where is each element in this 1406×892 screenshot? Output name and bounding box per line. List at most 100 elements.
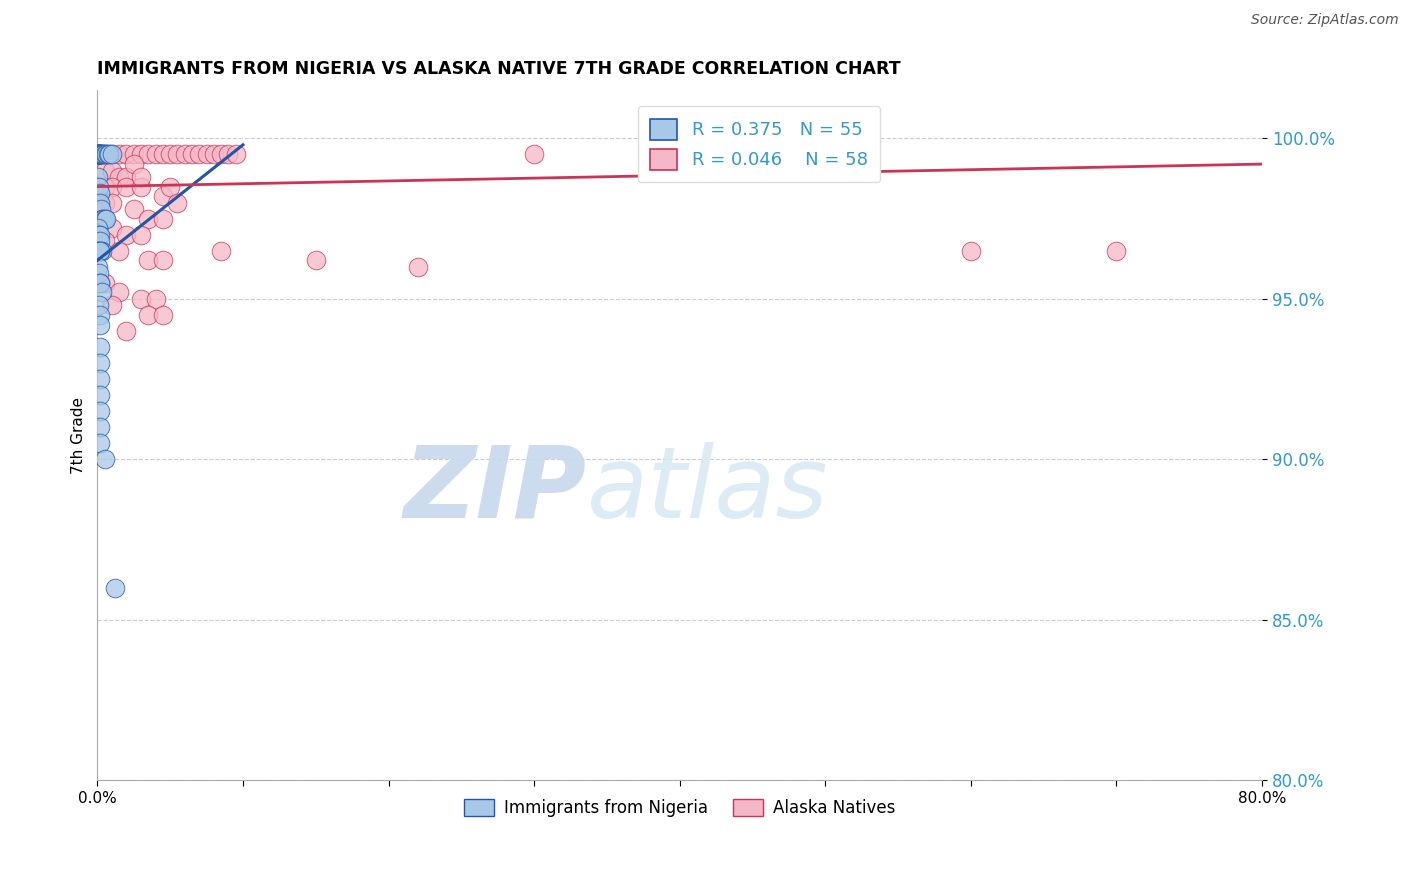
Point xyxy=(108,285,131,300)
Point xyxy=(89,147,111,161)
Point xyxy=(87,147,110,161)
Point xyxy=(90,202,112,216)
Point xyxy=(87,221,110,235)
Point xyxy=(94,147,117,161)
Point xyxy=(1105,244,1128,258)
Point xyxy=(93,147,115,161)
Point xyxy=(87,147,110,161)
Point xyxy=(89,244,111,258)
Point xyxy=(96,147,118,161)
Point xyxy=(89,308,111,322)
Point xyxy=(136,147,159,161)
Point xyxy=(108,147,131,161)
Point xyxy=(108,169,131,184)
Point xyxy=(93,163,115,178)
Point xyxy=(89,436,111,450)
Point xyxy=(166,147,188,161)
Point xyxy=(87,147,110,161)
Point xyxy=(305,253,328,268)
Point xyxy=(94,211,117,226)
Legend: Immigrants from Nigeria, Alaska Natives: Immigrants from Nigeria, Alaska Natives xyxy=(457,792,903,823)
Point xyxy=(89,356,111,370)
Point xyxy=(87,147,110,161)
Point xyxy=(115,179,138,194)
Point xyxy=(87,298,110,312)
Point xyxy=(89,388,111,402)
Point xyxy=(87,244,110,258)
Point xyxy=(89,234,111,248)
Point xyxy=(89,186,111,200)
Point xyxy=(108,244,131,258)
Point xyxy=(960,244,983,258)
Point xyxy=(101,163,124,178)
Point xyxy=(101,221,124,235)
Point xyxy=(122,157,145,171)
Point xyxy=(181,147,204,161)
Point xyxy=(129,227,152,242)
Point xyxy=(152,308,174,322)
Point xyxy=(89,404,111,418)
Text: ZIP: ZIP xyxy=(404,442,586,539)
Point xyxy=(90,244,112,258)
Point xyxy=(136,253,159,268)
Point xyxy=(101,147,124,161)
Point xyxy=(91,211,114,226)
Point xyxy=(115,324,138,338)
Point xyxy=(101,195,124,210)
Point xyxy=(173,147,195,161)
Point xyxy=(159,147,181,161)
Point xyxy=(89,147,111,161)
Point xyxy=(152,253,174,268)
Point xyxy=(89,372,111,386)
Point xyxy=(145,147,167,161)
Point xyxy=(87,179,110,194)
Point xyxy=(89,318,111,332)
Point xyxy=(91,147,114,161)
Point xyxy=(101,298,124,312)
Point xyxy=(101,147,124,161)
Point xyxy=(136,211,159,226)
Point xyxy=(89,147,111,161)
Point xyxy=(87,147,110,161)
Y-axis label: 7th Grade: 7th Grade xyxy=(72,397,86,474)
Point xyxy=(87,147,110,161)
Point xyxy=(90,147,112,161)
Point xyxy=(89,244,111,258)
Point xyxy=(89,420,111,434)
Point xyxy=(129,179,152,194)
Point xyxy=(129,147,152,161)
Text: IMMIGRANTS FROM NIGERIA VS ALASKA NATIVE 7TH GRADE CORRELATION CHART: IMMIGRANTS FROM NIGERIA VS ALASKA NATIVE… xyxy=(97,60,901,78)
Point xyxy=(93,452,115,467)
Point xyxy=(152,189,174,203)
Point xyxy=(89,195,111,210)
Point xyxy=(87,147,110,161)
Text: atlas: atlas xyxy=(586,442,828,539)
Point xyxy=(188,147,211,161)
Point xyxy=(136,308,159,322)
Point xyxy=(93,276,115,290)
Point xyxy=(87,260,110,274)
Point xyxy=(159,179,181,194)
Point xyxy=(115,169,138,184)
Point xyxy=(87,227,110,242)
Point xyxy=(89,147,111,161)
Point xyxy=(89,276,111,290)
Point xyxy=(90,211,112,226)
Point xyxy=(93,147,115,161)
Point xyxy=(406,260,429,274)
Point xyxy=(209,244,232,258)
Point xyxy=(90,285,112,300)
Point xyxy=(87,169,110,184)
Point xyxy=(152,147,174,161)
Point xyxy=(89,340,111,354)
Point xyxy=(129,292,152,306)
Point xyxy=(115,147,138,161)
Point xyxy=(87,244,110,258)
Text: Source: ZipAtlas.com: Source: ZipAtlas.com xyxy=(1251,13,1399,28)
Point xyxy=(93,234,115,248)
Point xyxy=(115,227,138,242)
Point xyxy=(89,227,111,242)
Point xyxy=(166,195,188,210)
Point xyxy=(225,147,247,161)
Point xyxy=(523,147,546,161)
